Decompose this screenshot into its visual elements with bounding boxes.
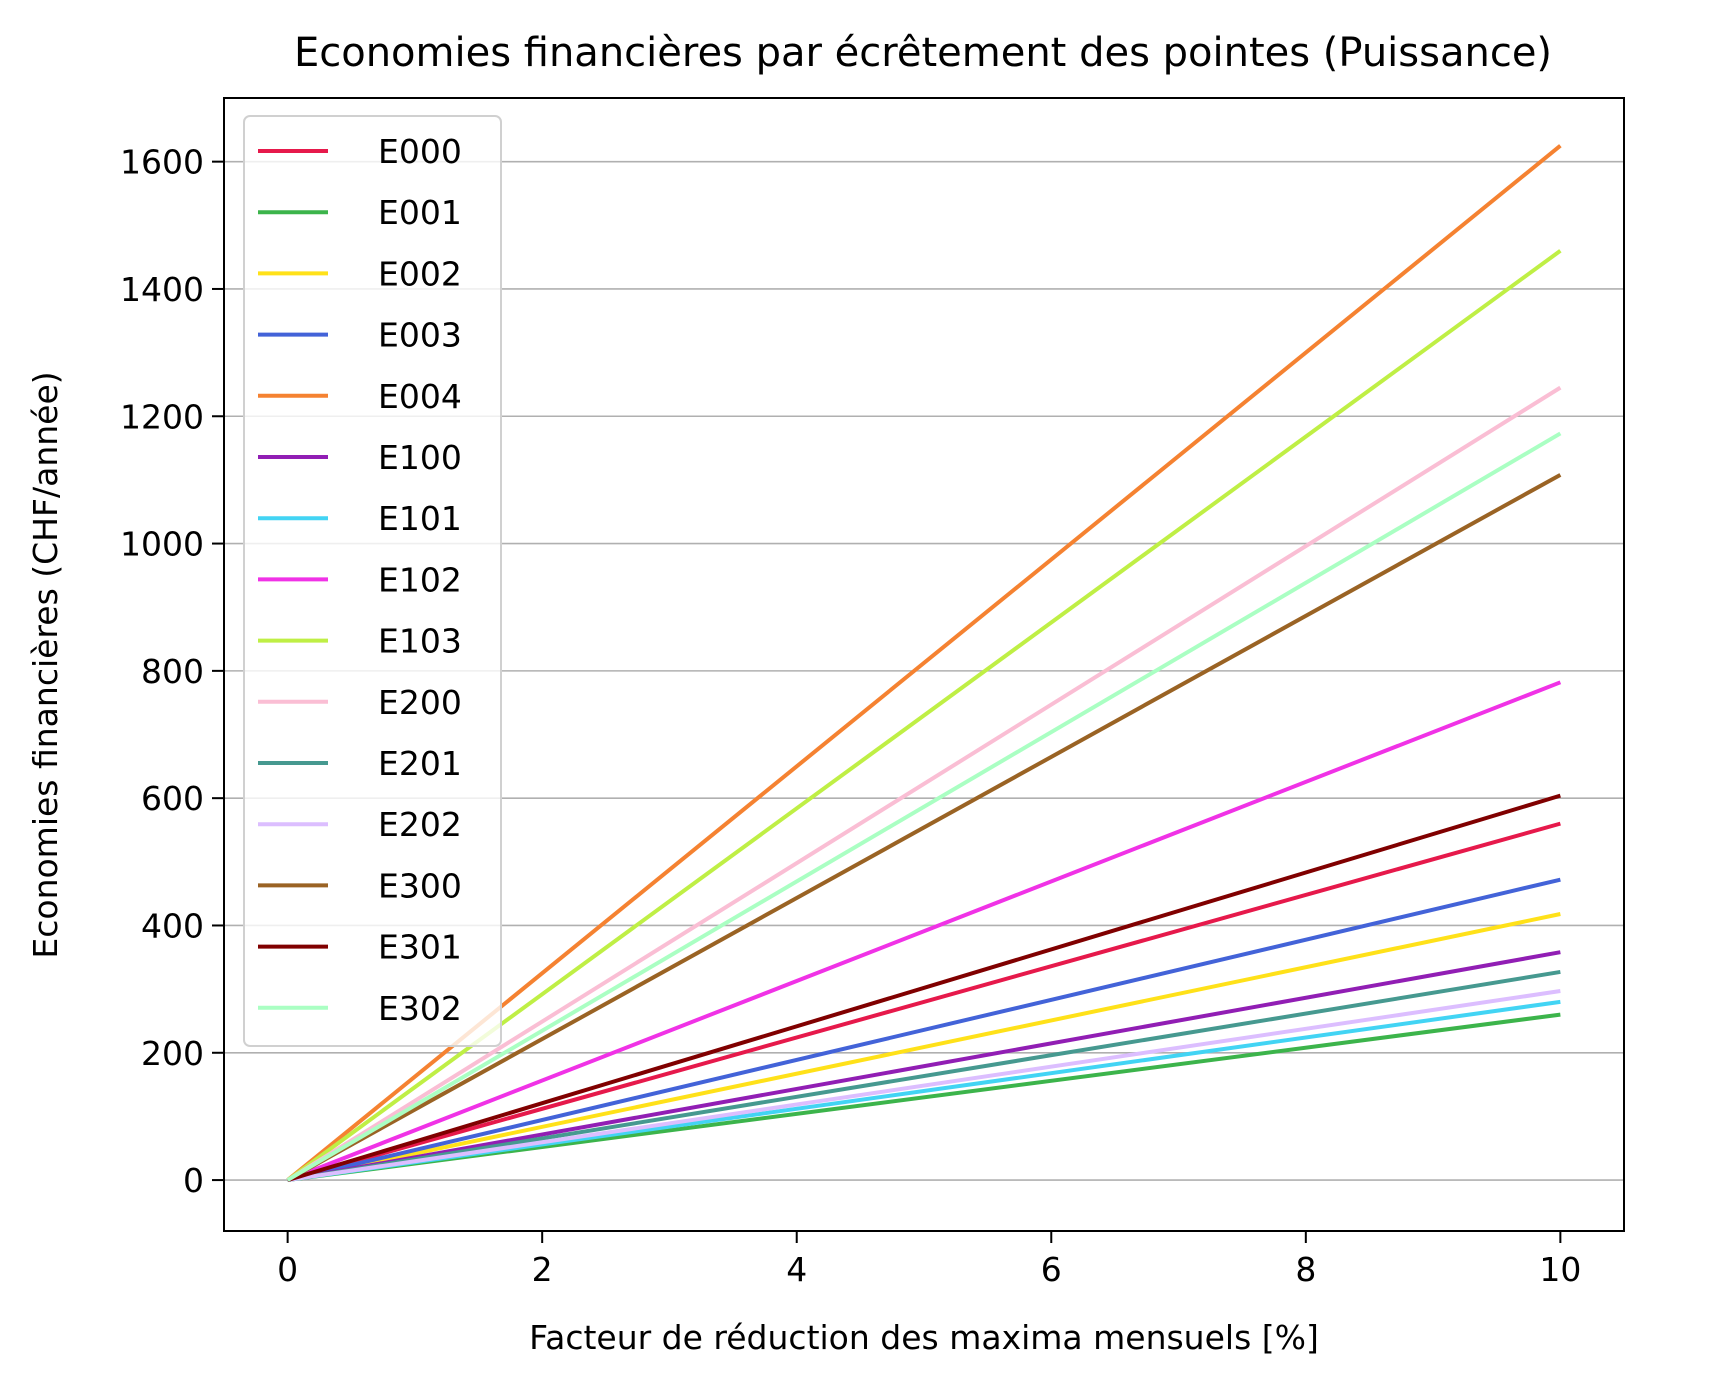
y-axis-label: Economies financières (CHF/année) bbox=[26, 371, 65, 958]
legend-label-e200: E200 bbox=[378, 683, 462, 722]
series-line-e301 bbox=[287, 793, 1561, 1182]
x-tick-label: 4 bbox=[786, 1250, 807, 1289]
legend-label-e300: E300 bbox=[378, 866, 462, 905]
legend-label-e301: E301 bbox=[378, 928, 462, 967]
legend: E000 E001 E002 E003 E004 E100 E101 E102 E103 E200… bbox=[243, 115, 502, 1047]
legend-label-e002: E002 bbox=[378, 254, 462, 293]
legend-box bbox=[243, 115, 502, 1047]
legend-label-e202: E202 bbox=[378, 805, 462, 844]
x-tick-label: 0 bbox=[277, 1250, 298, 1289]
y-tick-label: 1000 bbox=[120, 525, 204, 564]
legend-label-e100: E100 bbox=[378, 438, 462, 477]
series-line-e202 bbox=[287, 989, 1561, 1183]
x-axis-label: Facteur de réduction des maxima mensuels… bbox=[529, 1318, 1319, 1357]
chart-title: Economies financières par écrêtement des… bbox=[294, 30, 1552, 76]
y-tick-label: 400 bbox=[141, 906, 204, 945]
legend-label-e103: E103 bbox=[378, 622, 462, 661]
plot-frame bbox=[223, 97, 1625, 1232]
series-line-e302 bbox=[286, 431, 1562, 1182]
y-axis: 0 200 400 600 800 1000 1200 1400 1600 bbox=[120, 143, 224, 1200]
x-tick-label: 2 bbox=[532, 1250, 553, 1289]
legend-label-e001: E001 bbox=[378, 193, 462, 232]
x-tick-label: 10 bbox=[1539, 1250, 1581, 1289]
series-line-e003 bbox=[287, 877, 1561, 1183]
series-line-e300 bbox=[286, 473, 1562, 1182]
x-tick-label: 8 bbox=[1295, 1250, 1316, 1289]
legend-label-e201: E201 bbox=[378, 744, 462, 783]
x-axis: 0 2 4 6 8 10 bbox=[277, 1231, 1581, 1289]
legend-label-e102: E102 bbox=[378, 560, 462, 599]
y-tick-label: 800 bbox=[141, 652, 204, 691]
series-line-e200 bbox=[286, 385, 1562, 1182]
y-tick-label: 600 bbox=[141, 779, 204, 818]
series-line-e100 bbox=[287, 950, 1561, 1183]
series-line-e001 bbox=[287, 1012, 1561, 1183]
legend-label-e004: E004 bbox=[378, 377, 462, 416]
legend-label-e003: E003 bbox=[378, 316, 462, 355]
series-line-e102 bbox=[286, 680, 1562, 1182]
y-tick-label: 200 bbox=[141, 1034, 204, 1073]
x-tick-label: 6 bbox=[1041, 1250, 1062, 1289]
series-line-e000 bbox=[287, 821, 1561, 1183]
series-lines bbox=[286, 144, 1562, 1183]
y-tick-label: 1400 bbox=[120, 270, 204, 309]
legend-label-e302: E302 bbox=[378, 989, 462, 1028]
y-tick-label: 1600 bbox=[120, 143, 204, 182]
series-line-e002 bbox=[287, 912, 1561, 1183]
y-tick-label: 1200 bbox=[120, 397, 204, 436]
legend-label-e000: E000 bbox=[378, 132, 462, 171]
legend-label-e101: E101 bbox=[378, 499, 462, 538]
series-line-e201 bbox=[287, 969, 1561, 1183]
y-tick-label: 0 bbox=[183, 1161, 204, 1200]
